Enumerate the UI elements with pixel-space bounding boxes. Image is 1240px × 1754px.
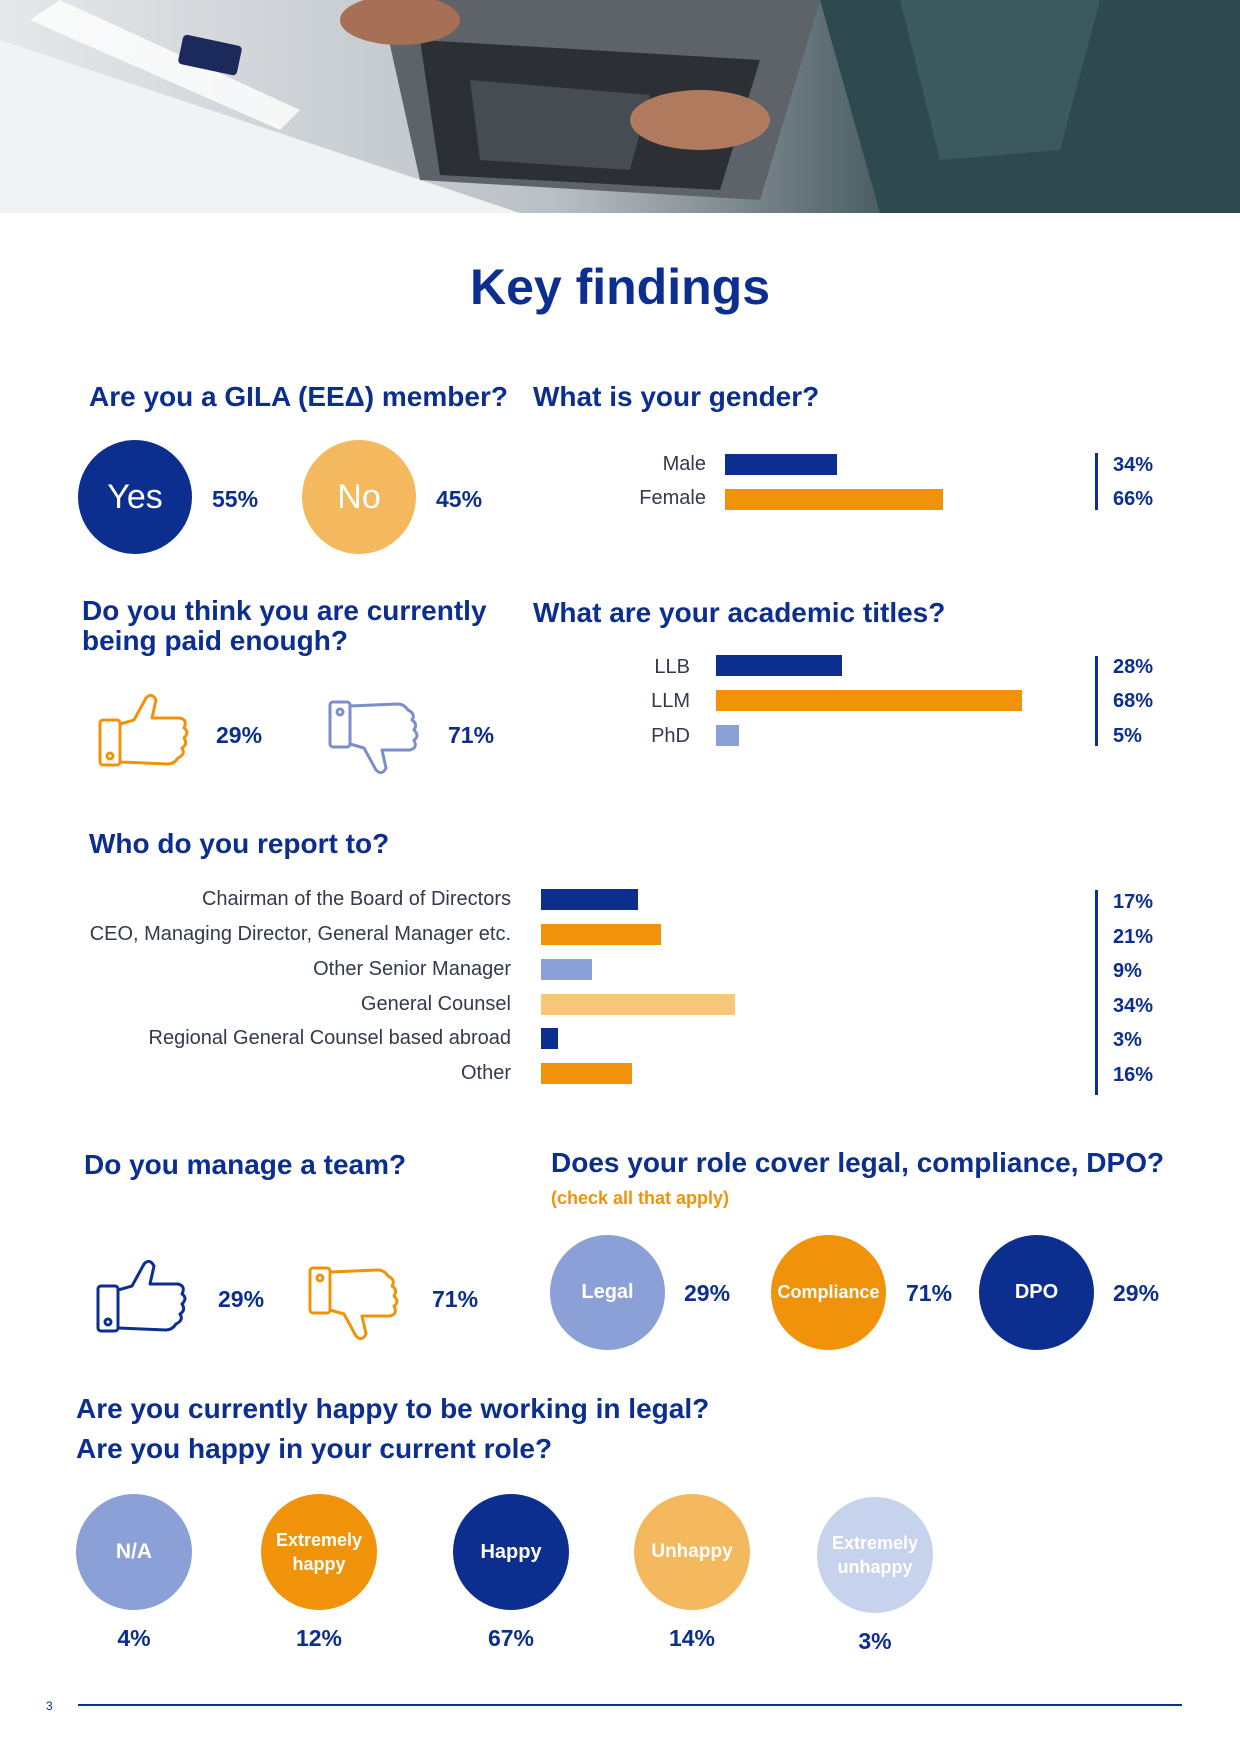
academic-label-llb: LLB	[654, 656, 690, 678]
legal-circle: Legal	[550, 1235, 665, 1350]
happy-unhappy-pct: 14%	[668, 1625, 716, 1651]
academic-label-phd: PhD	[651, 725, 690, 747]
happy-na-circle: N/A	[76, 1494, 192, 1610]
gender-label-female: Female	[639, 487, 706, 509]
report-question: Who do you report to?	[89, 828, 390, 859]
report-bar-regional	[541, 1028, 559, 1049]
legal-pct: 29%	[684, 1280, 731, 1306]
thumbs-up-icon	[98, 690, 190, 770]
report-label-ceo: CEO, Managing Director, General Manager …	[89, 923, 511, 945]
happy-na-label: N/A	[115, 1540, 153, 1563]
report-pct-other-senior: 9%	[1113, 960, 1142, 982]
report-pct-chairman: 17%	[1113, 891, 1154, 913]
happy-extremely-unhappy-pct: 3%	[858, 1628, 892, 1654]
happy-na-pct: 4%	[117, 1625, 151, 1651]
report-label-general-counsel: General Counsel	[360, 993, 511, 1015]
academic-pct-llb: 28%	[1113, 656, 1154, 678]
dpo-circle: DPO	[979, 1235, 1094, 1350]
gender-bar-male	[725, 454, 838, 475]
page-number: 3	[46, 1699, 53, 1713]
report-label-chairman: Chairman of the Board of Directors	[201, 888, 511, 910]
happy-happy-label: Happy	[480, 1540, 542, 1563]
report-bar-other	[541, 1063, 633, 1084]
gila-question: Are you a GILA (EEΔ) member?	[89, 381, 508, 412]
academic-label-llm: LLM	[651, 690, 690, 712]
happy-extremely-unhappy-label: Extremely unhappy	[831, 1533, 919, 1577]
thumbs-down-icon	[308, 1266, 400, 1346]
thumbs-up-icon	[96, 1256, 188, 1336]
happy-unhappy-circle: Unhappy	[634, 1494, 750, 1610]
report-bar-chairman	[541, 889, 638, 910]
happy-happy-circle: Happy	[453, 1494, 569, 1610]
academic-bar-llm	[716, 690, 1022, 711]
gender-pct-male: 34%	[1113, 454, 1154, 476]
gender-pct-female: 66%	[1113, 488, 1154, 510]
report-bar-ceo	[541, 924, 661, 945]
happy-question-2: Are you happy in your current role?	[76, 1433, 553, 1464]
gender-label-male: Male	[662, 453, 706, 475]
academic-bar-phd	[716, 725, 739, 746]
report-pct-regional: 3%	[1113, 1029, 1142, 1051]
paid-yes-pct: 29%	[216, 722, 263, 748]
happy-happy-pct: 67%	[487, 1625, 535, 1651]
report-bar-general-counsel	[541, 994, 735, 1015]
report-bar-other-senior	[541, 959, 593, 980]
happy-extremely-happy-label: Extremely happy	[275, 1530, 363, 1574]
report-label-other: Other	[460, 1062, 511, 1084]
happy-unhappy-label: Unhappy	[651, 1541, 733, 1562]
compliance-circle: Compliance	[771, 1235, 886, 1350]
role-note: (check all that apply)	[551, 1188, 730, 1208]
academic-pct-phd: 5%	[1113, 725, 1142, 747]
footer-rule	[78, 1704, 1182, 1706]
dpo-label: DPO	[1014, 1281, 1059, 1303]
academic-bar-llb	[716, 655, 842, 676]
gender-question: What is your gender?	[533, 381, 820, 412]
happy-extremely-happy-pct: 12%	[295, 1625, 343, 1651]
compliance-pct: 71%	[906, 1280, 953, 1306]
academic-question: What are your academic titles?	[533, 597, 946, 628]
header-photo	[0, 0, 1240, 213]
yes-pct: 55%	[212, 486, 259, 512]
dpo-pct: 29%	[1113, 1280, 1160, 1306]
thumbs-down-icon	[328, 700, 420, 780]
compliance-label: Compliance	[777, 1282, 880, 1302]
no-circle: No	[302, 440, 416, 554]
report-divider	[1095, 890, 1098, 1095]
academic-divider	[1095, 656, 1098, 746]
team-yes-pct: 29%	[218, 1286, 265, 1312]
gender-divider	[1095, 453, 1098, 510]
no-pct: 45%	[436, 486, 483, 512]
report-label-other-senior: Other Senior Manager	[313, 958, 511, 980]
team-no-pct: 71%	[432, 1286, 479, 1312]
no-label: No	[337, 477, 381, 516]
role-question: Does your role cover legal, compliance, …	[551, 1147, 1165, 1178]
legal-label: Legal	[581, 1281, 634, 1303]
report-pct-ceo: 21%	[1113, 926, 1154, 948]
happy-extremely-unhappy-circle: Extremely unhappy	[817, 1497, 933, 1613]
paid-no-pct: 71%	[448, 722, 495, 748]
gender-bar-female	[725, 489, 943, 510]
report-label-regional: Regional General Counsel based abroad	[148, 1027, 511, 1049]
page-title: Key findings	[469, 259, 771, 315]
report-pct-other: 16%	[1113, 1064, 1154, 1086]
paid-question: Do you think you are currently being pai…	[82, 595, 487, 656]
team-question: Do you manage a team?	[84, 1149, 407, 1180]
happy-question-1: Are you currently happy to be working in…	[76, 1393, 710, 1424]
happy-extremely-happy-circle: Extremely happy	[261, 1494, 377, 1610]
yes-label: Yes	[107, 477, 163, 516]
report-pct-general-counsel: 34%	[1113, 995, 1154, 1017]
academic-pct-llm: 68%	[1113, 690, 1154, 712]
yes-circle: Yes	[78, 440, 192, 554]
